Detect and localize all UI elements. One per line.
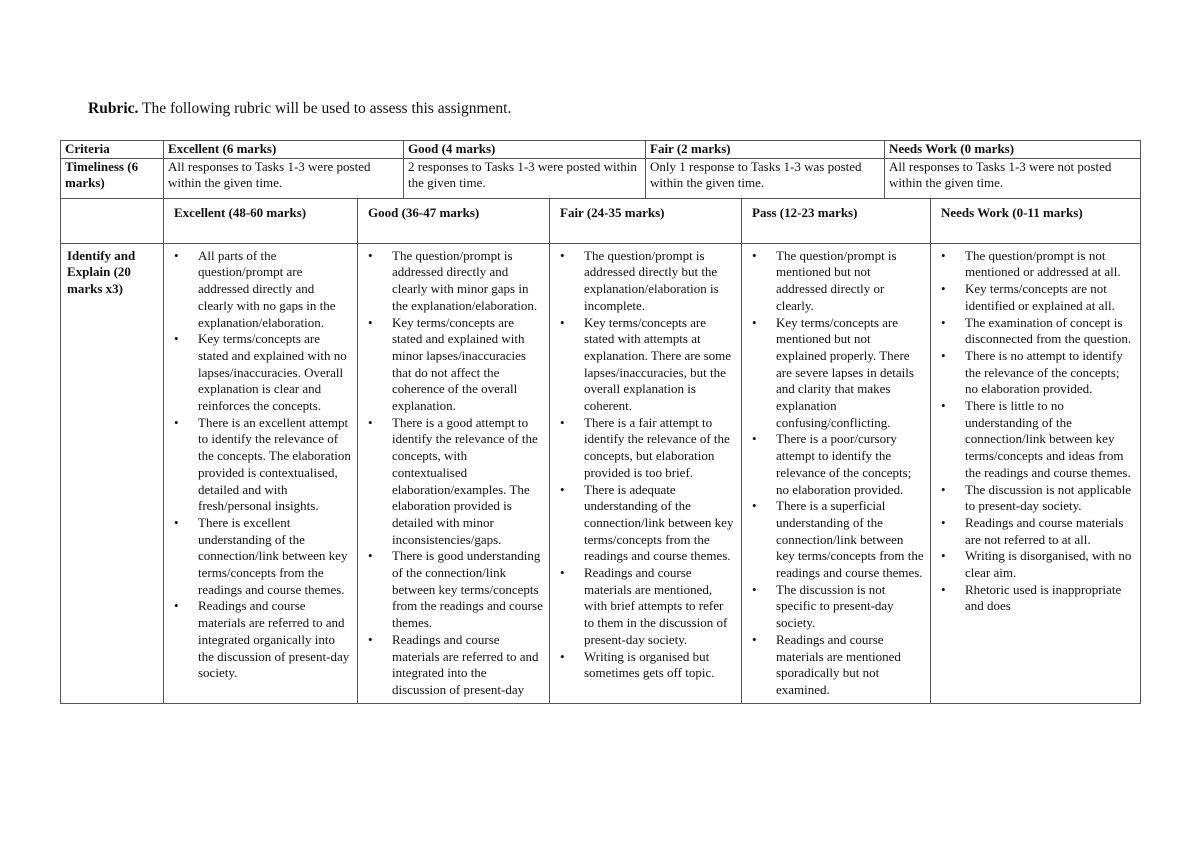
criteria-item: There is a superficial understanding of … [752, 498, 924, 582]
criteria-item: Writing is disorganised, with no clear a… [941, 548, 1134, 581]
criteria-item: All parts of the question/prompt are add… [174, 248, 351, 332]
rubric-cell: 2 responses to Tasks 1-3 were posted wit… [403, 157, 646, 199]
criterion-cell: Timeliness (6 marks) [60, 157, 164, 199]
criteria-item: Writing is organised but sometimes gets … [560, 649, 735, 682]
criteria-item: Readings and course materials are referr… [368, 632, 543, 699]
criteria-item: The discussion is not applicable to pres… [941, 482, 1134, 515]
criteria-list: The question/prompt is addressed directl… [556, 248, 735, 682]
criteria-item: There is a poor/cursory attempt to ident… [752, 431, 924, 498]
intro-text: The following rubric will be used to ass… [138, 100, 512, 117]
identify-table: Excellent (48-60 marks) Good (36-47 mark… [60, 197, 1141, 704]
header-cell: Good (4 marks) [403, 140, 646, 159]
header-cell: Fair (2 marks) [645, 140, 885, 159]
rubric-cell: All responses to Tasks 1-3 were not post… [884, 157, 1141, 199]
criteria-item: There is a good attempt to identify the … [368, 415, 543, 549]
header-cell: Needs Work (0-11 marks) [930, 197, 1141, 244]
rubric-cell: Only 1 response to Tasks 1-3 was posted … [645, 157, 885, 199]
rubric-cell: The question/prompt is addressed directl… [357, 242, 550, 704]
header-cell: Pass (12-23 marks) [741, 197, 931, 244]
criteria-item: Key terms/concepts are stated and explai… [368, 315, 543, 415]
criteria-item: There is good understanding of the conne… [368, 548, 543, 632]
criteria-item: Key terms/concepts are not identified or… [941, 281, 1134, 314]
criteria-list: The question/prompt is addressed directl… [364, 248, 543, 699]
criteria-item: There is an excellent attempt to identif… [174, 415, 351, 515]
criteria-item: There is excellent understanding of the … [174, 515, 351, 599]
criteria-item: The discussion is not specific to presen… [752, 582, 924, 632]
rubric-cell: All parts of the question/prompt are add… [163, 242, 358, 704]
rubric-cell: The question/prompt is addressed directl… [549, 242, 742, 704]
header-cell: Needs Work (0 marks) [884, 140, 1141, 159]
timeliness-row: Timeliness (6 marks) All responses to Ta… [60, 157, 1141, 199]
criterion-cell: Identify and Explain (20 marks x3) [60, 242, 164, 704]
criteria-item: The question/prompt is addressed directl… [560, 248, 735, 315]
rubric-cell: All responses to Tasks 1-3 were posted w… [163, 157, 404, 199]
criteria-item: Key terms/concepts are stated with attem… [560, 315, 735, 415]
criteria-item: There is a fair attempt to identify the … [560, 415, 735, 482]
rubric-intro: Rubric. The following rubric will be use… [88, 100, 511, 118]
criteria-item: Rhetoric used is inappropriate and does [941, 582, 1134, 615]
criteria-item: The examination of concept is disconnect… [941, 315, 1134, 348]
criteria-item: There is no attempt to identify the rele… [941, 348, 1134, 398]
header-cell: Excellent (48-60 marks) [163, 197, 358, 244]
header-cell: Criteria [60, 140, 164, 159]
criteria-item: There is adequate understanding of the c… [560, 482, 735, 566]
header-row: Excellent (48-60 marks) Good (36-47 mark… [60, 197, 1141, 244]
criteria-item: Readings and course materials are mentio… [560, 565, 735, 649]
criteria-list: All parts of the question/prompt are add… [170, 248, 351, 682]
criteria-item: Key terms/concepts are mentioned but not… [752, 315, 924, 432]
rubric-cell: The question/prompt is mentioned but not… [741, 242, 931, 704]
criteria-list: The question/prompt is not mentioned or … [937, 248, 1134, 615]
header-cell: Good (36-47 marks) [357, 197, 550, 244]
header-row: Criteria Excellent (6 marks) Good (4 mar… [60, 140, 1141, 159]
criteria-item: Readings and course materials are mentio… [752, 632, 924, 699]
criteria-item: There is little to no understanding of t… [941, 398, 1134, 482]
rubric-cell: The question/prompt is not mentioned or … [930, 242, 1141, 704]
criteria-list: The question/prompt is mentioned but not… [748, 248, 924, 699]
rubric-table: Criteria Excellent (6 marks) Good (4 mar… [60, 140, 1141, 704]
intro-label: Rubric. [88, 100, 139, 117]
criteria-item: Key terms/concepts are stated and explai… [174, 331, 351, 415]
criteria-item: The question/prompt is addressed directl… [368, 248, 543, 315]
criteria-item: The question/prompt is mentioned but not… [752, 248, 924, 315]
criteria-item: The question/prompt is not mentioned or … [941, 248, 1134, 281]
timeliness-table: Criteria Excellent (6 marks) Good (4 mar… [60, 140, 1141, 199]
header-cell: Fair (24-35 marks) [549, 197, 742, 244]
criteria-item: Readings and course materials are referr… [174, 598, 351, 682]
criteria-item: Readings and course materials are not re… [941, 515, 1134, 548]
header-cell [60, 197, 164, 244]
identify-row: Identify and Explain (20 marks x3) All p… [60, 242, 1141, 704]
header-cell: Excellent (6 marks) [163, 140, 404, 159]
